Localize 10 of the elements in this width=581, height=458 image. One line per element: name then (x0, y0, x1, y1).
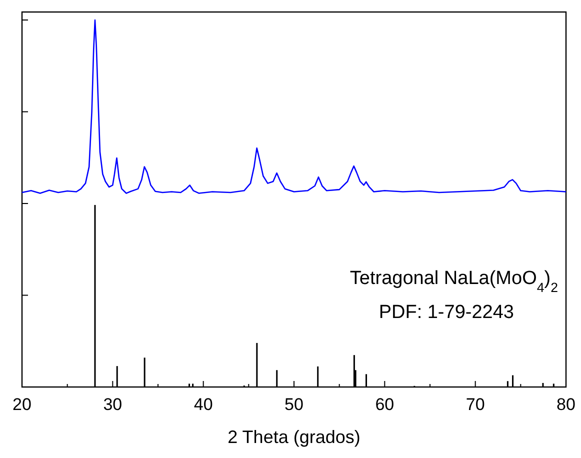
x-tick-label: 30 (103, 395, 122, 414)
x-tick-label: 40 (194, 395, 213, 414)
x-tick-label: 70 (466, 395, 485, 414)
annotation: Tetragonal NaLa(MoO$_{4}$)$_{2}$ (350, 268, 558, 294)
x-tick-label: 20 (12, 395, 32, 414)
x-axis-title: 2 Theta (grados) (228, 427, 360, 447)
annotation: PDF: 1-79-2243 (378, 302, 514, 323)
x-tick-label: 60 (375, 395, 394, 414)
x-tick-label: 50 (284, 395, 304, 414)
x-tick-label: 80 (556, 395, 576, 414)
